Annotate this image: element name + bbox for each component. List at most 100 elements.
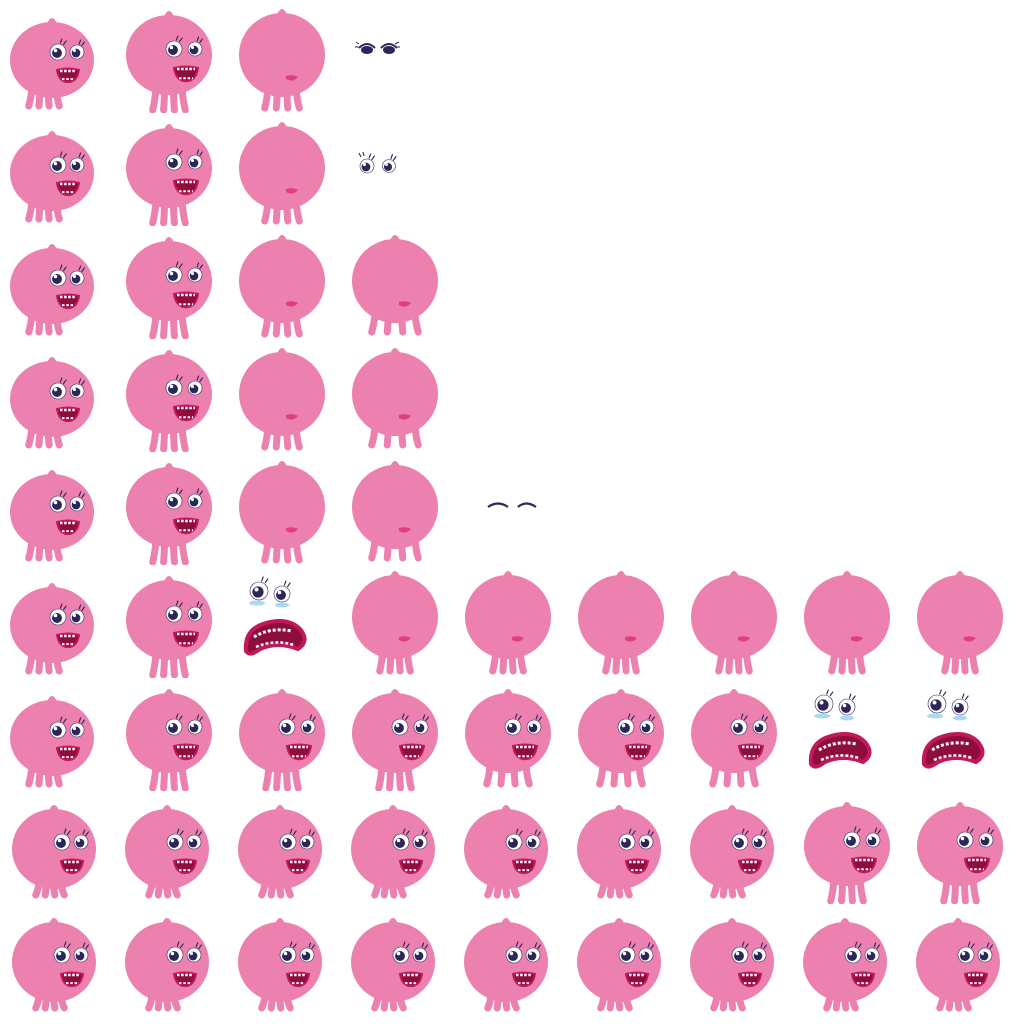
- sprite-eyes-open-graphic: [358, 151, 397, 174]
- sprite-happy-front-graphic: [10, 357, 94, 449]
- sprite-happy-tilt: [904, 791, 1017, 904]
- sprite-back-graphic: [239, 235, 325, 338]
- sprite-round-front: [226, 791, 339, 904]
- sprite-round-front-graphic: [803, 918, 887, 1012]
- sprite-happy-front-graphic: [10, 18, 94, 110]
- sprite-happy-walk: [678, 678, 791, 791]
- sprite-round-front: [226, 904, 339, 1017]
- sprite-happy-tilt-graphic: [917, 802, 1003, 904]
- sprite-happy-tilt: [113, 226, 226, 339]
- sprite-happy-walk: [452, 678, 565, 791]
- sprite-round-front: [113, 791, 226, 904]
- sprite-scared-face-graphic: [921, 689, 985, 769]
- sprite-happy-tilt: [113, 0, 226, 113]
- sprite-happy-walk: [565, 678, 678, 791]
- sprite-happy-front: [0, 339, 113, 452]
- sprite-eyes-open: [339, 113, 452, 226]
- sprite-happy-tilt: [113, 678, 226, 791]
- sprite-round-front: [0, 791, 113, 904]
- sprite-happy-walk-graphic: [691, 689, 777, 788]
- sprite-back-tall-graphic: [917, 571, 1003, 675]
- sprite-happy-front: [0, 565, 113, 678]
- sprite-back-step-graphic: [352, 348, 438, 449]
- sprite-back: [226, 339, 339, 452]
- sprite-happy-front-graphic: [10, 244, 94, 336]
- sprite-happy-tilt-graphic: [126, 463, 212, 565]
- sprite-happy-front: [0, 678, 113, 791]
- sprite-back-tall: [904, 565, 1017, 678]
- sprite-round-front: [678, 904, 791, 1017]
- sprite-happy-front: [0, 452, 113, 565]
- sprite-round-front: [113, 904, 226, 1017]
- sprite-scared-face-graphic: [808, 689, 872, 769]
- sprite-happy-front: [0, 0, 113, 113]
- sprite-round-front-graphic: [690, 918, 774, 1012]
- sprite-happy-tilt-graphic: [804, 802, 890, 904]
- sprite-round-front-graphic: [351, 918, 435, 1012]
- sprite-back-tall-graphic: [691, 571, 777, 675]
- sprite-round-front: [678, 791, 791, 904]
- sprite-happy-tilt-graphic: [352, 689, 438, 791]
- sprite-happy-front-graphic: [10, 696, 94, 788]
- sprite-back-tall: [565, 565, 678, 678]
- sprite-happy-tilt: [226, 678, 339, 791]
- sprite-back-tall-graphic: [465, 571, 551, 675]
- sprite-back-graphic: [239, 461, 325, 564]
- sprite-happy-walk-graphic: [578, 689, 664, 788]
- sprite-round-front-graphic: [12, 805, 96, 899]
- sprite-eyes-closed-graphic: [487, 502, 537, 508]
- sprite-happy-front: [0, 113, 113, 226]
- sprite-back-step: [339, 452, 452, 565]
- sprite-happy-front-graphic: [10, 470, 94, 562]
- sprite-happy-front-graphic: [10, 583, 94, 675]
- sprite-back-tall: [678, 565, 791, 678]
- sprite-round-front: [565, 791, 678, 904]
- sprite-back-graphic: [239, 122, 325, 225]
- sprite-happy-tilt-graphic: [126, 237, 212, 339]
- sprite-back-tall-graphic: [352, 571, 438, 675]
- sprite-happy-tilt-graphic: [126, 576, 212, 678]
- sprite-round-front: [565, 904, 678, 1017]
- sprite-round-front-graphic: [464, 805, 548, 899]
- sprite-happy-tilt-graphic: [239, 689, 325, 791]
- sprite-back-tall-graphic: [578, 571, 664, 675]
- sprite-round-front: [452, 791, 565, 904]
- sprite-happy-front: [0, 226, 113, 339]
- sprite-back: [226, 452, 339, 565]
- sprite-round-front-graphic: [916, 918, 1000, 1012]
- sprite-round-front: [0, 904, 113, 1017]
- sprite-happy-tilt-graphic: [126, 350, 212, 452]
- sprite-back-tall: [339, 565, 452, 678]
- sprite-back-graphic: [239, 9, 325, 112]
- sprite-happy-walk-graphic: [465, 689, 551, 788]
- sprite-round-front-graphic: [464, 918, 548, 1012]
- sprite-eyes-half: [339, 0, 452, 113]
- sprite-round-front-graphic: [12, 918, 96, 1012]
- sprite-round-front-graphic: [351, 805, 435, 899]
- sprite-round-front: [904, 904, 1017, 1017]
- sprite-round-front: [791, 904, 904, 1017]
- sprite-back-step-graphic: [352, 235, 438, 336]
- sprite-round-front: [339, 904, 452, 1017]
- sprite-round-front-graphic: [690, 805, 774, 899]
- sprite-happy-front-graphic: [10, 131, 94, 223]
- sprite-back-step: [339, 339, 452, 452]
- sprite-back-step-graphic: [352, 461, 438, 562]
- sprite-eyes-half-graphic: [355, 41, 400, 54]
- sprite-back-step: [339, 226, 452, 339]
- sprite-round-front: [339, 791, 452, 904]
- sprite-happy-tilt: [113, 452, 226, 565]
- sprite-round-front-graphic: [577, 918, 661, 1012]
- sprite-happy-tilt: [113, 565, 226, 678]
- sprite-back-tall: [791, 565, 904, 678]
- sprite-back: [226, 226, 339, 339]
- sprite-happy-tilt: [339, 678, 452, 791]
- sprite-back-tall-graphic: [804, 571, 890, 675]
- sprite-round-front-graphic: [238, 805, 322, 899]
- sprite-round-front-graphic: [577, 805, 661, 899]
- sprite-round-front-graphic: [125, 805, 209, 899]
- sprite-back-tall: [452, 565, 565, 678]
- sprite-round-front-graphic: [125, 918, 209, 1012]
- sprite-happy-tilt: [791, 791, 904, 904]
